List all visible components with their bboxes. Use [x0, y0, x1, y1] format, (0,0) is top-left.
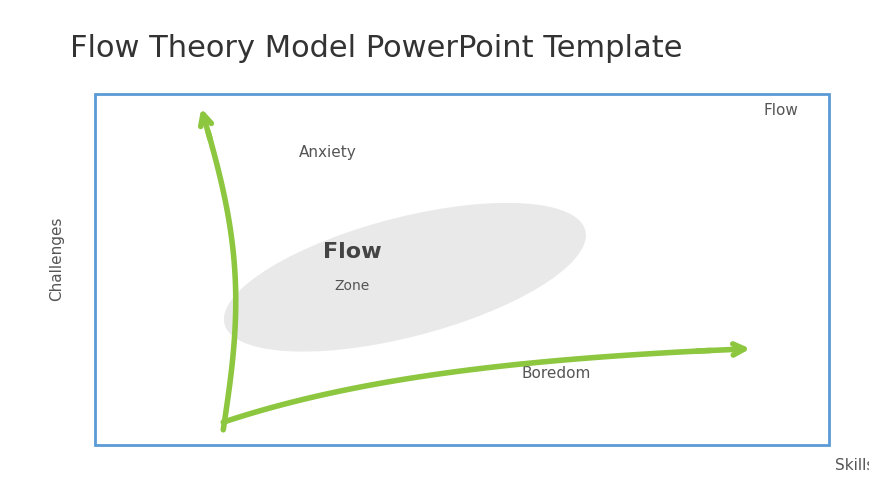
- Text: Anxiety: Anxiety: [299, 144, 356, 160]
- Text: Challenges: Challenges: [50, 217, 64, 301]
- Text: Flow: Flow: [322, 241, 381, 261]
- Text: Boredom: Boredom: [521, 366, 590, 380]
- Text: Zone: Zone: [334, 278, 369, 292]
- Text: Flow: Flow: [763, 102, 798, 118]
- Ellipse shape: [223, 203, 585, 352]
- Text: Flow Theory Model PowerPoint Template: Flow Theory Model PowerPoint Template: [70, 34, 681, 63]
- Text: Skills: Skills: [834, 457, 869, 472]
